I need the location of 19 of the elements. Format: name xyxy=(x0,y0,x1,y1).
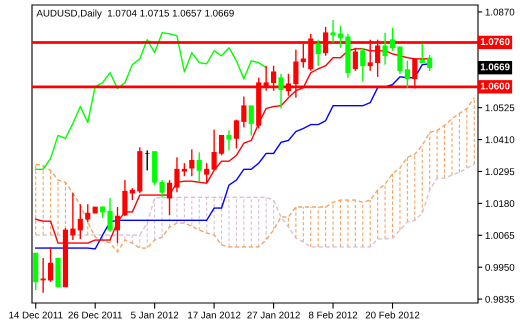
y-tick-label: 1.0180 xyxy=(486,200,514,208)
x-tick-label: 14 Dec 2011 xyxy=(9,312,62,318)
x-tick-label: 17 Jan 2012 xyxy=(188,312,240,318)
y-tick-label: 1.0525 xyxy=(486,104,514,112)
x-tick-label: 26 Dec 2011 xyxy=(68,312,122,318)
x-tick-label: 20 Feb 2012 xyxy=(366,311,420,318)
ref-line-label: 1.0760 xyxy=(480,38,510,46)
y-tick-label: 0.9950 xyxy=(485,264,514,271)
text: 1.0669 xyxy=(480,63,510,70)
x-tick-label: 5 Jan 2012 xyxy=(130,312,178,318)
x-tick-label: 27 Jan 2012 xyxy=(247,312,300,318)
chart-title: AUDUSD,Daily 1.0704 1.0715 1.0657 1.0669 xyxy=(36,9,234,19)
x-tick-label: 8 Feb 2012 xyxy=(308,311,358,318)
y-tick-label: 1.0065 xyxy=(486,232,514,239)
y-tick-label: 1.0295 xyxy=(486,168,514,176)
y-tick-label: 1.0410 xyxy=(486,136,514,144)
y-tick-label: 0.9835 xyxy=(485,296,514,303)
ref-line-label: 1.0600 xyxy=(480,82,510,90)
y-tick-label: 1.0870 xyxy=(486,8,514,16)
